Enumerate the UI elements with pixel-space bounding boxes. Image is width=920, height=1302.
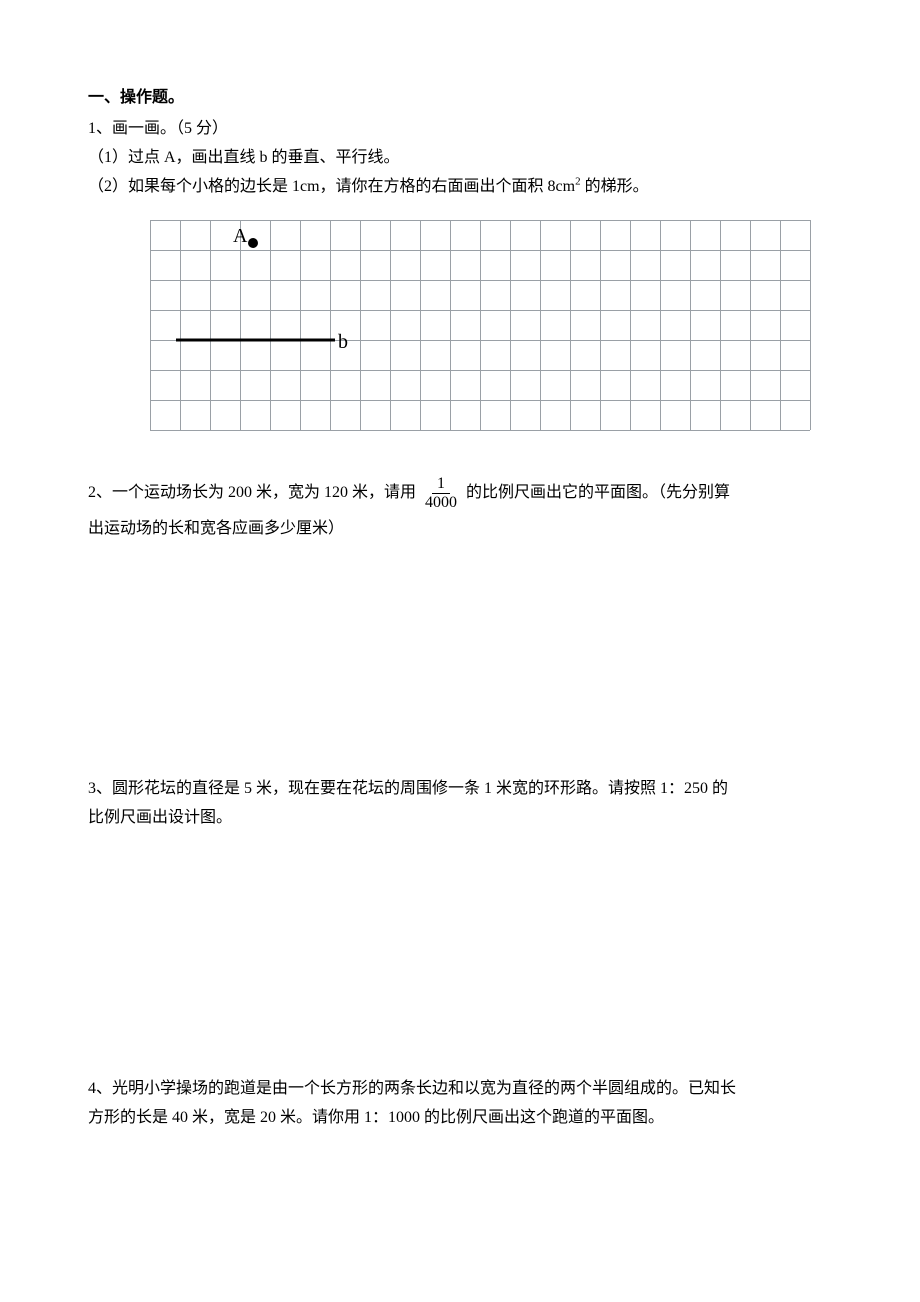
question-2-line2: 出运动场的长和宽各应画多少厘米） xyxy=(88,515,834,542)
q2-post-inline: 的比例尺画出它的平面图。（先分别算 xyxy=(466,482,730,504)
q2-fraction: 1 4000 xyxy=(420,475,462,511)
q1-header: 1、画一画。（5 分） xyxy=(88,115,834,142)
question-2-line1: 2、一个运动场长为 200 米，宽为 120 米，请用 1 4000 的比例尺画… xyxy=(88,475,834,511)
q3-line1: 3、圆形花坛的直径是 5 米，现在要在花坛的周围修一条 1 米宽的环形路。请按照… xyxy=(88,775,834,802)
q4-line2: 方形的长是 40 米，宽是 20 米。请你用 1：1000 的比例尺画出这个跑道… xyxy=(88,1104,834,1131)
spacer xyxy=(88,202,834,220)
question-3: 3、圆形花坛的直径是 5 米，现在要在花坛的周围修一条 1 米宽的环形路。请按照… xyxy=(88,775,834,831)
section-title: 一、操作题。 xyxy=(88,85,834,111)
q3-line2: 比例尺画出设计图。 xyxy=(88,804,834,831)
grid-figure: Ab xyxy=(150,220,811,431)
q1-sub2-post: 的梯形。 xyxy=(581,178,649,195)
question-4: 4、光明小学操场的跑道是由一个长方形的两条长边和以宽为直径的两个半圆组成的。已知… xyxy=(88,1075,834,1131)
q2-denominator: 4000 xyxy=(420,494,462,512)
svg-text:A: A xyxy=(233,225,248,247)
grid-container: Ab xyxy=(88,220,834,431)
spacer-q2 xyxy=(88,545,834,775)
spacer-q3 xyxy=(88,833,834,1075)
q1-sub1: （1）过点 A，画出直线 b 的垂直、平行线。 xyxy=(88,144,834,171)
q2-pre: 2、一个运动场长为 200 米，宽为 120 米，请用 xyxy=(88,482,416,504)
q2-numerator: 1 xyxy=(432,475,450,494)
question-1: 1、画一画。（5 分） （1）过点 A，画出直线 b 的垂直、平行线。 （2）如… xyxy=(88,115,834,201)
q1-sub2-pre: （2）如果每个小格的边长是 1cm，请你在方格的右面画出个面积 8cm xyxy=(88,178,575,195)
q4-line1: 4、光明小学操场的跑道是由一个长方形的两条长边和以宽为直径的两个半圆组成的。已知… xyxy=(88,1075,834,1102)
q1-sub2: （2）如果每个小格的边长是 1cm，请你在方格的右面画出个面积 8cm2 的梯形… xyxy=(88,173,834,200)
svg-text:b: b xyxy=(338,331,348,353)
